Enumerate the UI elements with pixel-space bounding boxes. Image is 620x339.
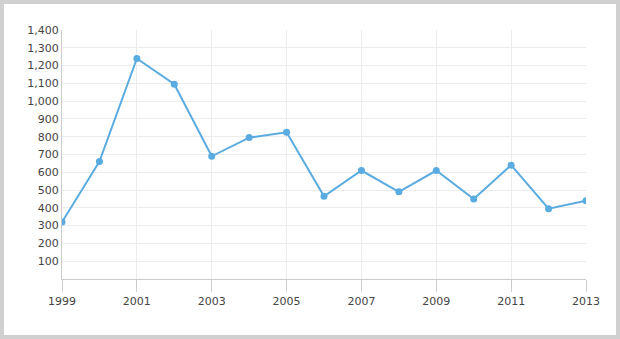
- svg-text:1,200: 1,200: [27, 59, 59, 72]
- svg-text:2005: 2005: [273, 295, 301, 308]
- svg-text:1,300: 1,300: [27, 42, 59, 55]
- svg-text:200: 200: [38, 237, 59, 250]
- svg-text:2001: 2001: [123, 295, 151, 308]
- svg-text:800: 800: [38, 131, 59, 144]
- svg-text:2011: 2011: [497, 295, 525, 308]
- svg-text:1,000: 1,000: [27, 95, 59, 108]
- svg-text:300: 300: [38, 219, 59, 232]
- svg-text:1,100: 1,100: [27, 77, 59, 90]
- svg-text:700: 700: [38, 148, 59, 161]
- svg-text:400: 400: [38, 202, 59, 215]
- svg-text:100: 100: [38, 255, 59, 268]
- svg-text:1,400: 1,400: [27, 24, 59, 37]
- svg-text:2009: 2009: [422, 295, 450, 308]
- svg-text:2003: 2003: [198, 295, 226, 308]
- svg-text:1999: 1999: [48, 295, 76, 308]
- svg-text:2013: 2013: [572, 295, 600, 308]
- svg-text:500: 500: [38, 184, 59, 197]
- svg-text:600: 600: [38, 166, 59, 179]
- svg-text:900: 900: [38, 113, 59, 126]
- svg-text:2007: 2007: [347, 295, 375, 308]
